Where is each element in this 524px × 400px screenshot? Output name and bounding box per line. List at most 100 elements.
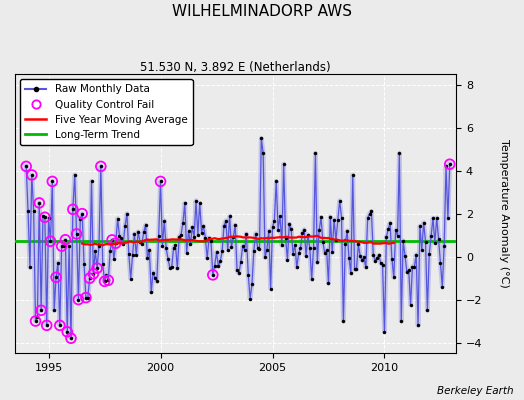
Point bbox=[31, 318, 40, 324]
Point bbox=[351, 266, 359, 272]
Point bbox=[302, 253, 310, 259]
Point bbox=[330, 216, 339, 223]
Point bbox=[110, 256, 118, 262]
Point bbox=[429, 215, 437, 222]
Point bbox=[445, 161, 454, 168]
Point bbox=[229, 234, 237, 240]
Point bbox=[28, 172, 36, 178]
Point bbox=[149, 269, 157, 276]
Point bbox=[78, 210, 86, 217]
Legend: Raw Monthly Data, Quality Control Fail, Five Year Moving Average, Long-Term Tren: Raw Monthly Data, Quality Control Fail, … bbox=[20, 79, 192, 145]
Point bbox=[249, 247, 258, 254]
Point bbox=[317, 214, 325, 220]
Point bbox=[364, 215, 372, 221]
Point bbox=[188, 224, 196, 231]
Point bbox=[209, 272, 217, 278]
Point bbox=[419, 220, 428, 226]
Point bbox=[91, 248, 100, 254]
Point bbox=[238, 243, 247, 250]
Point bbox=[375, 252, 383, 258]
Point bbox=[281, 235, 290, 241]
Point bbox=[222, 218, 230, 224]
Point bbox=[104, 277, 113, 284]
Point bbox=[164, 256, 172, 262]
Point bbox=[287, 226, 296, 233]
Point bbox=[405, 266, 413, 273]
Point bbox=[362, 264, 370, 271]
Point bbox=[85, 275, 94, 282]
Point bbox=[315, 227, 323, 234]
Point bbox=[102, 272, 111, 279]
Point bbox=[252, 230, 260, 237]
Point bbox=[99, 260, 107, 267]
Point bbox=[225, 213, 234, 219]
Point bbox=[22, 163, 30, 170]
Point bbox=[190, 234, 198, 240]
Point bbox=[292, 264, 301, 270]
Point bbox=[126, 276, 135, 282]
Point bbox=[244, 271, 253, 278]
Point bbox=[296, 245, 304, 252]
Point bbox=[224, 247, 232, 253]
Point bbox=[156, 178, 165, 185]
Point bbox=[41, 214, 49, 220]
Point bbox=[408, 263, 417, 270]
Point bbox=[169, 244, 178, 251]
Point bbox=[445, 161, 454, 168]
Point bbox=[74, 296, 83, 303]
Point bbox=[436, 260, 445, 266]
Point bbox=[28, 172, 36, 178]
Point bbox=[352, 266, 361, 272]
Point bbox=[235, 270, 243, 276]
Point bbox=[121, 222, 129, 229]
Point bbox=[199, 223, 208, 230]
Point bbox=[171, 242, 180, 249]
Point bbox=[341, 240, 350, 247]
Point bbox=[132, 252, 140, 258]
Point bbox=[444, 215, 452, 222]
Point bbox=[390, 274, 398, 281]
Point bbox=[220, 223, 228, 229]
Point bbox=[255, 246, 264, 252]
Point bbox=[143, 255, 151, 262]
Point bbox=[410, 264, 419, 270]
Point bbox=[322, 247, 331, 254]
Point bbox=[218, 248, 226, 254]
Point bbox=[265, 228, 273, 234]
Text: Berkeley Earth: Berkeley Earth bbox=[437, 386, 514, 396]
Point bbox=[141, 222, 150, 228]
Point bbox=[268, 224, 277, 230]
Point bbox=[29, 208, 38, 215]
Point bbox=[41, 214, 49, 220]
Point bbox=[308, 276, 316, 283]
Point bbox=[395, 150, 403, 157]
Point bbox=[391, 227, 400, 233]
Point bbox=[257, 135, 266, 142]
Point bbox=[431, 239, 439, 246]
Point bbox=[88, 178, 96, 185]
Point bbox=[237, 259, 245, 265]
Point bbox=[115, 233, 124, 240]
Point bbox=[309, 244, 318, 251]
Point bbox=[93, 265, 101, 271]
Point bbox=[56, 322, 64, 328]
Point bbox=[108, 237, 116, 243]
Point bbox=[227, 244, 236, 250]
Point bbox=[168, 264, 176, 270]
Point bbox=[56, 322, 64, 328]
Point bbox=[125, 251, 133, 258]
Point bbox=[46, 238, 54, 244]
Point bbox=[95, 243, 103, 249]
Point bbox=[305, 245, 314, 252]
Point bbox=[166, 264, 174, 271]
Point bbox=[63, 328, 71, 335]
Point bbox=[425, 250, 433, 257]
Point bbox=[39, 213, 47, 219]
Point bbox=[82, 294, 90, 301]
Point bbox=[67, 335, 75, 342]
Point bbox=[274, 227, 282, 233]
Point bbox=[283, 256, 292, 263]
Point bbox=[128, 252, 137, 258]
Point bbox=[414, 322, 422, 328]
Point bbox=[93, 265, 101, 271]
